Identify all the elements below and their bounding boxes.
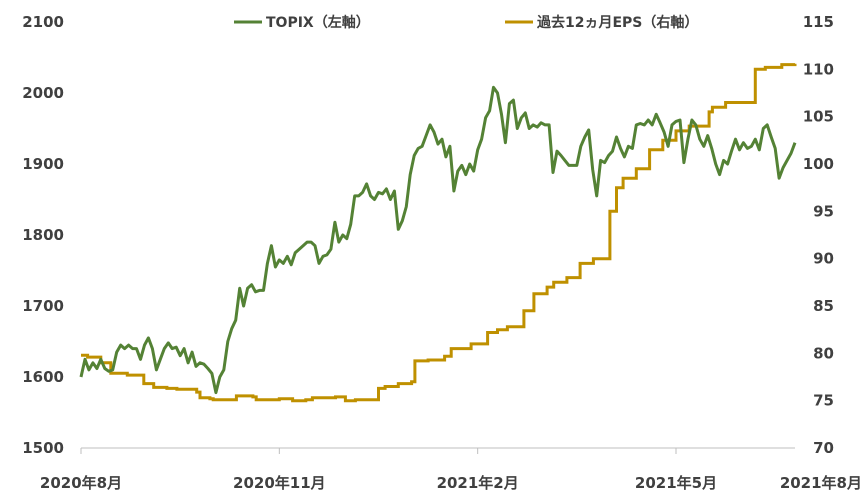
y-left-tick-label: 1800 (22, 226, 64, 244)
y-right-tick-label: 70 (813, 439, 834, 457)
legend: TOPIX（左軸） 過去12ヵ月EPS（右軸） (234, 14, 698, 31)
y-right-tick-label: 95 (813, 202, 834, 220)
y-left-tick-label: 1500 (22, 439, 64, 457)
x-tick-label: 2021年8月 (780, 474, 862, 492)
y-right-tick-label: 110 (803, 60, 834, 78)
y-right-tick-label: 100 (803, 155, 834, 173)
x-tick-label: 2021年2月 (437, 474, 519, 492)
series-layer (79, 63, 797, 403)
x-tick-label: 2020年8月 (40, 474, 122, 492)
y-right-tick-label: 75 (813, 392, 834, 410)
y-right-tick-label: 115 (803, 13, 834, 31)
y-left-tick-label: 1700 (22, 297, 64, 315)
x-tick-labels: 2020年8月 2020年11月 2021年2月 2021年5月 2021年8月 (40, 474, 862, 492)
x-tick-label: 2020年11月 (233, 474, 326, 492)
y-left-tick-label: 1600 (22, 368, 64, 386)
y-left-tick-label: 1900 (22, 155, 64, 173)
y-right-tick-label: 80 (813, 344, 834, 362)
series-line-topix (79, 85, 797, 395)
legend-label-topix: TOPIX（左軸） (266, 14, 370, 31)
y-left-tick-label: 2100 (22, 13, 64, 31)
y-right-tick-label: 85 (813, 297, 834, 315)
y-left-tick-label: 2000 (22, 84, 64, 102)
x-tick-label: 2021年5月 (635, 474, 717, 492)
y-left-tick-labels: 1500 1600 1700 1800 1900 2000 2100 (22, 13, 64, 457)
series-line-eps (81, 63, 797, 403)
y-right-tick-labels: 70 75 80 85 90 95 100 105 110 115 (803, 13, 834, 457)
axes (80, 447, 795, 454)
y-right-tick-label: 105 (803, 108, 834, 126)
y-right-tick-label: 90 (813, 250, 834, 268)
legend-label-eps: 過去12ヵ月EPS（右軸） (536, 14, 698, 31)
